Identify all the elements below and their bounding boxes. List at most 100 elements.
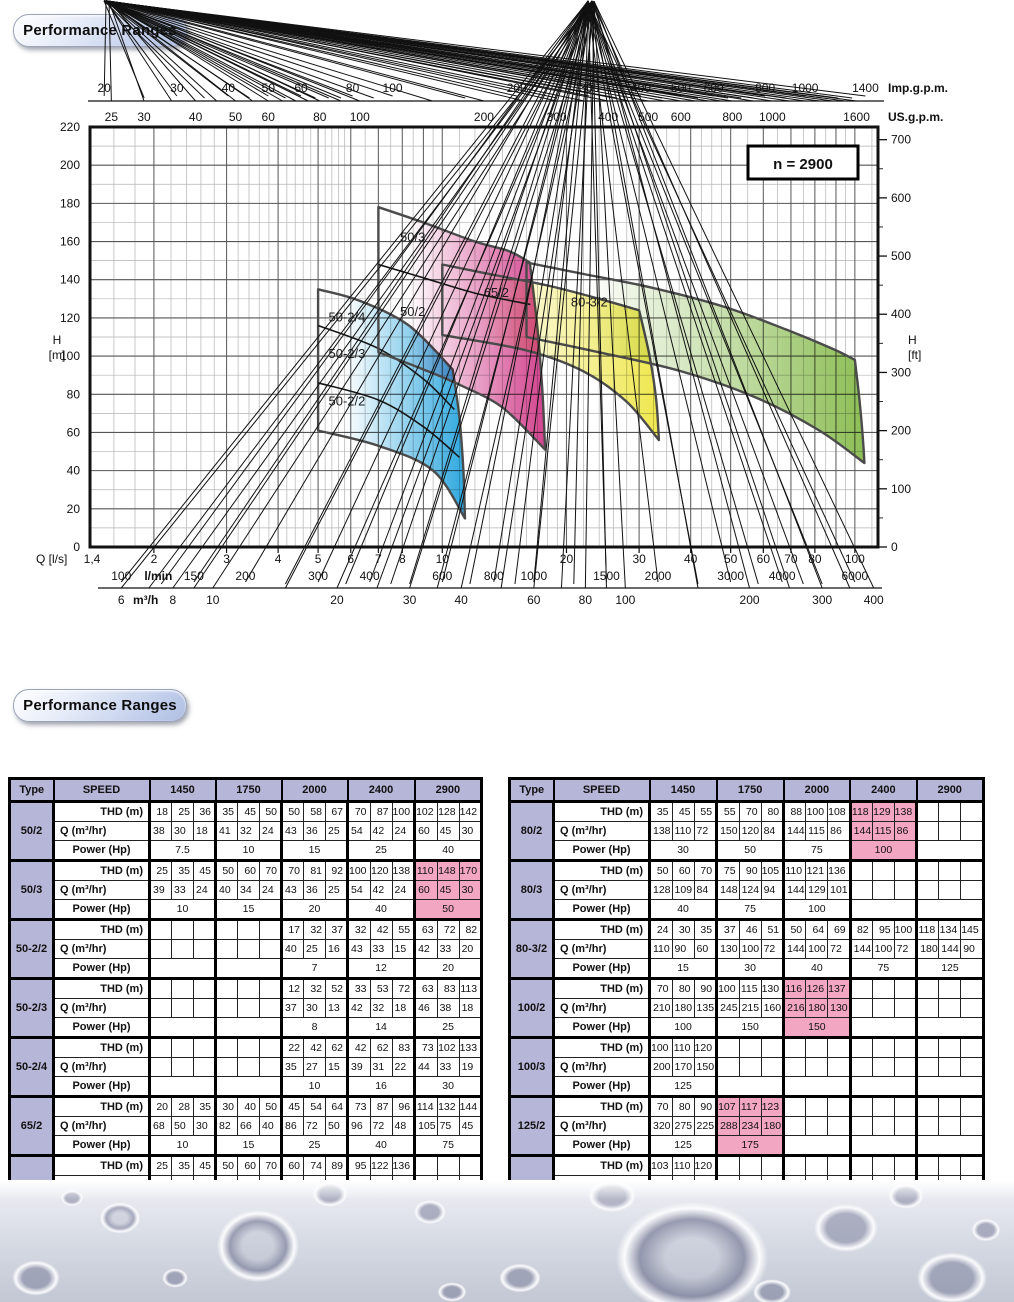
table-cell: 75: [436, 1116, 460, 1136]
table-cell: 28: [171, 1095, 194, 1117]
table-cell: 105: [413, 1116, 438, 1136]
table-cell: [214, 939, 238, 959]
table-cell: 41: [214, 821, 238, 841]
axis-label: 300: [891, 365, 911, 379]
table-cell: [915, 1135, 984, 1156]
table-cell: 50: [259, 1095, 282, 1117]
table-cell: [214, 1036, 238, 1058]
table-cell: 50: [214, 1154, 238, 1176]
table-row: Q (m³/hr) 35 27 15 39 31 22 44 33 19: [10, 1057, 483, 1077]
table-cell: 63: [413, 918, 438, 940]
axis-label: 0: [73, 540, 80, 554]
table-cell: 125: [647, 1135, 718, 1156]
table-cell: [214, 958, 282, 979]
table-cell: 42: [369, 918, 393, 940]
table-cell: Power (Hp): [553, 840, 650, 861]
table-row: Power (Hp) 125 175: [510, 1135, 984, 1156]
table-cell: 110: [671, 1036, 695, 1058]
table-cell: [738, 1057, 762, 1077]
table-cell: [915, 1076, 984, 1097]
table-cell: 102: [436, 1036, 460, 1058]
table-cell: 72: [693, 821, 718, 841]
table-cell: 138: [648, 821, 673, 841]
table-cell: 138: [391, 859, 416, 881]
table-cell: 133: [458, 1036, 483, 1058]
table-cell: 125: [915, 958, 984, 979]
axis-label: 200: [891, 424, 911, 438]
table-cell: 42: [369, 880, 393, 900]
table-cell: [960, 977, 984, 999]
table-row: 100/3 THD (m) 100 110 120: [508, 1036, 984, 1097]
table-cell: [915, 800, 940, 822]
table-cell: 80: [760, 800, 785, 822]
table-cell: 15: [647, 958, 718, 979]
table-cell: 58: [303, 800, 326, 822]
table-cell: 64: [805, 918, 829, 940]
axis-label: n = 2900: [773, 156, 833, 173]
table-cell: 245: [715, 998, 740, 1018]
table-cell: [938, 800, 962, 822]
axis-label: 20: [67, 502, 81, 516]
axis-label: 60: [757, 552, 771, 566]
axis-label: 25: [105, 110, 119, 124]
table-cell: 18: [148, 800, 172, 822]
table-cell: [848, 1095, 873, 1117]
table-cell: [848, 899, 918, 920]
table-cell: 38: [148, 821, 172, 841]
axis-label: H: [908, 333, 917, 347]
table-cell: [960, 1036, 984, 1058]
table-row: 65/2 THD (m) 20 28 35 30 40 50 45 54 64 73 87 96 114 13…: [8, 1095, 483, 1156]
table-cell: Q (m³/hr): [553, 998, 650, 1018]
table-cell: 32: [303, 977, 326, 999]
table-cell: 40: [647, 899, 718, 920]
axis-label: 300: [812, 593, 832, 607]
plot-border: [88, 125, 880, 549]
table-cell: 116: [782, 977, 807, 999]
axis-label: 80: [67, 387, 81, 401]
axis-us-gpm: 25 30 40 50 60 80 100 200 300 400 500 600 800 1000 160…: [105, 0, 943, 124]
table-cell: 45: [193, 1154, 216, 1176]
table-cell: [760, 1036, 785, 1058]
table-cell: [893, 1116, 918, 1136]
table-cell: 10: [148, 899, 216, 920]
table-cell: 30: [458, 821, 483, 841]
axis-label: 100: [845, 552, 865, 566]
table-row: Q (m³/hr) 37 30 13 42 32 18 46 38 18: [10, 998, 483, 1018]
table-cell: 37: [715, 918, 740, 940]
table-cell: [827, 1154, 851, 1176]
table-cell: 114: [413, 1095, 438, 1117]
table-cell: 118: [915, 918, 940, 940]
axis-label: 1,4: [84, 552, 101, 566]
region-label: 65/2: [484, 285, 509, 300]
badge-label: Performance Ranges: [23, 697, 177, 714]
axis-label: 100: [111, 569, 131, 583]
table-cell: 75: [848, 958, 918, 979]
table-cell: [848, 998, 873, 1018]
table-row: 50-2/3 THD (m) 12 32 52 33 53 72 63 83 113: [8, 977, 483, 1038]
speed-box: n = 2900: [746, 144, 860, 181]
table-cell: [871, 1095, 895, 1117]
table-cell: [915, 859, 940, 881]
table-cell: 150: [715, 1017, 785, 1038]
table-cell: 45: [237, 800, 260, 822]
table-cell: 83: [391, 1036, 416, 1058]
table-cell: 170: [458, 859, 483, 881]
table-cell: [871, 977, 895, 999]
table-row: Q (m³/hr) 39 33 24 40 34 24 43 36 25 54 42 24 60 45 30: [10, 880, 483, 900]
table-cell: 72: [391, 977, 416, 999]
table-cell: 288: [715, 1116, 740, 1136]
table-cell: 128: [436, 800, 460, 822]
table-cell: 234: [738, 1116, 762, 1136]
table-cell: THD (m): [553, 1095, 650, 1117]
table-cell: [148, 958, 216, 979]
axis-label: 180: [60, 196, 80, 210]
table-cell: 7: [280, 958, 348, 979]
table-cell: 100: [848, 840, 918, 861]
table-cell: 80: [671, 1095, 695, 1117]
table-cell: 39: [148, 880, 172, 900]
table-cell: 16: [325, 939, 348, 959]
table-cell: THD (m): [53, 800, 150, 822]
table-cell: [893, 1095, 918, 1117]
table-cell: 94: [760, 880, 785, 900]
axis-label: 0: [891, 540, 898, 554]
